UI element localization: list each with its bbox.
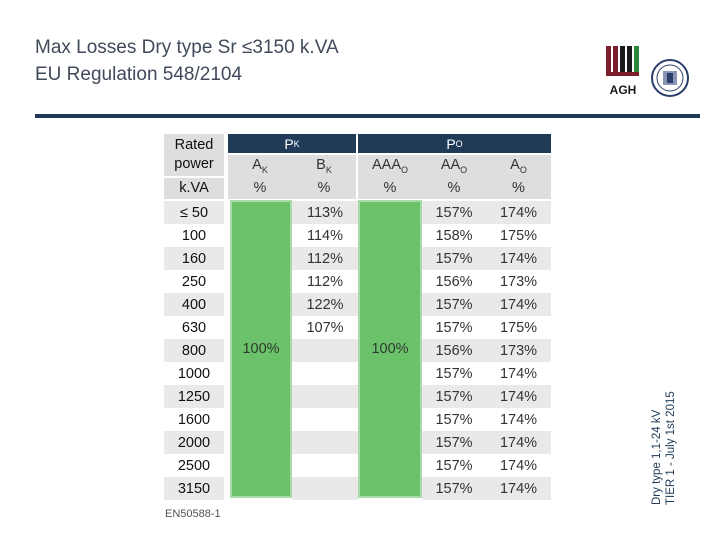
agh-logo-icon: AGH [606,46,639,97]
cell-power: 1250 [164,385,224,408]
cell-aao: 156% [422,270,486,293]
cell-bk: 107% [292,316,358,339]
cell-power: 2500 [164,454,224,477]
cell-ao: 174% [486,454,551,477]
header-aao-unit: % [447,180,461,197]
cell-ao: 174% [486,362,551,385]
header-unit-kva: k.VA [164,178,224,199]
cell-ao: 174% [486,431,551,454]
cell-ao: 174% [486,293,551,316]
cell-bk [292,431,358,454]
header-bk-label: BK [316,156,332,175]
header-aaao-unit: % [383,180,397,197]
cell-ao: 174% [486,408,551,431]
cell-aao: 157% [422,293,486,316]
header-ao-unit: % [512,180,525,197]
header-rated-power: Rated power [164,134,224,176]
cell-aao: 157% [422,454,486,477]
header-ak-unit: % [253,180,267,197]
header-ao: AO % [486,155,551,199]
header-aao: AAO % [422,155,486,199]
cell-bk [292,454,358,477]
cell-bk [292,339,358,362]
cell-power: 400 [164,293,224,316]
cell-power: 250 [164,270,224,293]
cell-ao: 173% [486,339,551,362]
cell-power: 100 [164,224,224,247]
side-note: Dry type 1,1-24 kV TIER 1 - July 1st 201… [650,285,686,505]
cell-power: 630 [164,316,224,339]
cell-aao: 157% [422,247,486,270]
cell-power: 2000 [164,431,224,454]
cell-bk [292,362,358,385]
cell-ao: 174% [486,201,551,224]
cell-ao: 174% [486,247,551,270]
slide-title: Max Losses Dry type Sr ≤3150 k.VA EU Reg… [35,34,339,88]
cell-aao: 156% [422,339,486,362]
cell-power: 800 [164,339,224,362]
header-aaao: AAAO % [358,155,422,199]
cell-bk: 112% [292,270,358,293]
header-ak: AK % [228,155,292,199]
cell-bk: 122% [292,293,358,316]
cell-ao: 175% [486,224,551,247]
cell-power: 3150 [164,477,224,500]
title-line-1: Max Losses Dry type Sr ≤3150 k.VA [35,37,339,58]
cell-aao: 158% [422,224,486,247]
header-bk-unit: % [317,180,331,197]
title-divider [35,114,700,118]
cell-bk: 113% [292,201,358,224]
title-line-2: EU Regulation 548/2104 [35,64,243,85]
cell-aao: 157% [422,431,486,454]
cell-bk [292,385,358,408]
cell-aao: 157% [422,316,486,339]
agh-logo-text: AGH [610,83,637,97]
header-aaao-label: AAAO [371,156,409,175]
university-seal-icon [651,59,689,97]
cell-bk: 114% [292,224,358,247]
ak-merged-cell: 100% [230,200,292,498]
cell-power: 160 [164,247,224,270]
cell-ao: 174% [486,385,551,408]
cell-aao: 157% [422,362,486,385]
header-ao-label: AO [510,156,527,175]
cell-bk: 112% [292,247,358,270]
cell-ao: 173% [486,270,551,293]
cell-aao: 157% [422,408,486,431]
cell-bk [292,477,358,500]
cell-power: ≤ 50 [164,201,224,224]
cell-aao: 157% [422,201,486,224]
aaao-merged-cell: 100% [358,200,422,498]
cell-bk [292,408,358,431]
cell-aao: 157% [422,477,486,500]
header-ak-label: AK [252,156,268,175]
cell-ao: 174% [486,477,551,500]
cell-ao: 175% [486,316,551,339]
cell-power: 1600 [164,408,224,431]
side-note-line-2: TIER 1 - July 1st 2015 [665,391,677,505]
header-bk: BK % [292,155,356,199]
side-note-line-1: Dry type 1,1-24 kV [651,409,663,505]
cell-aao: 157% [422,385,486,408]
footnote: EN50588-1 [165,508,221,520]
header-aao-label: AAO [440,156,468,175]
cell-power: 1000 [164,362,224,385]
